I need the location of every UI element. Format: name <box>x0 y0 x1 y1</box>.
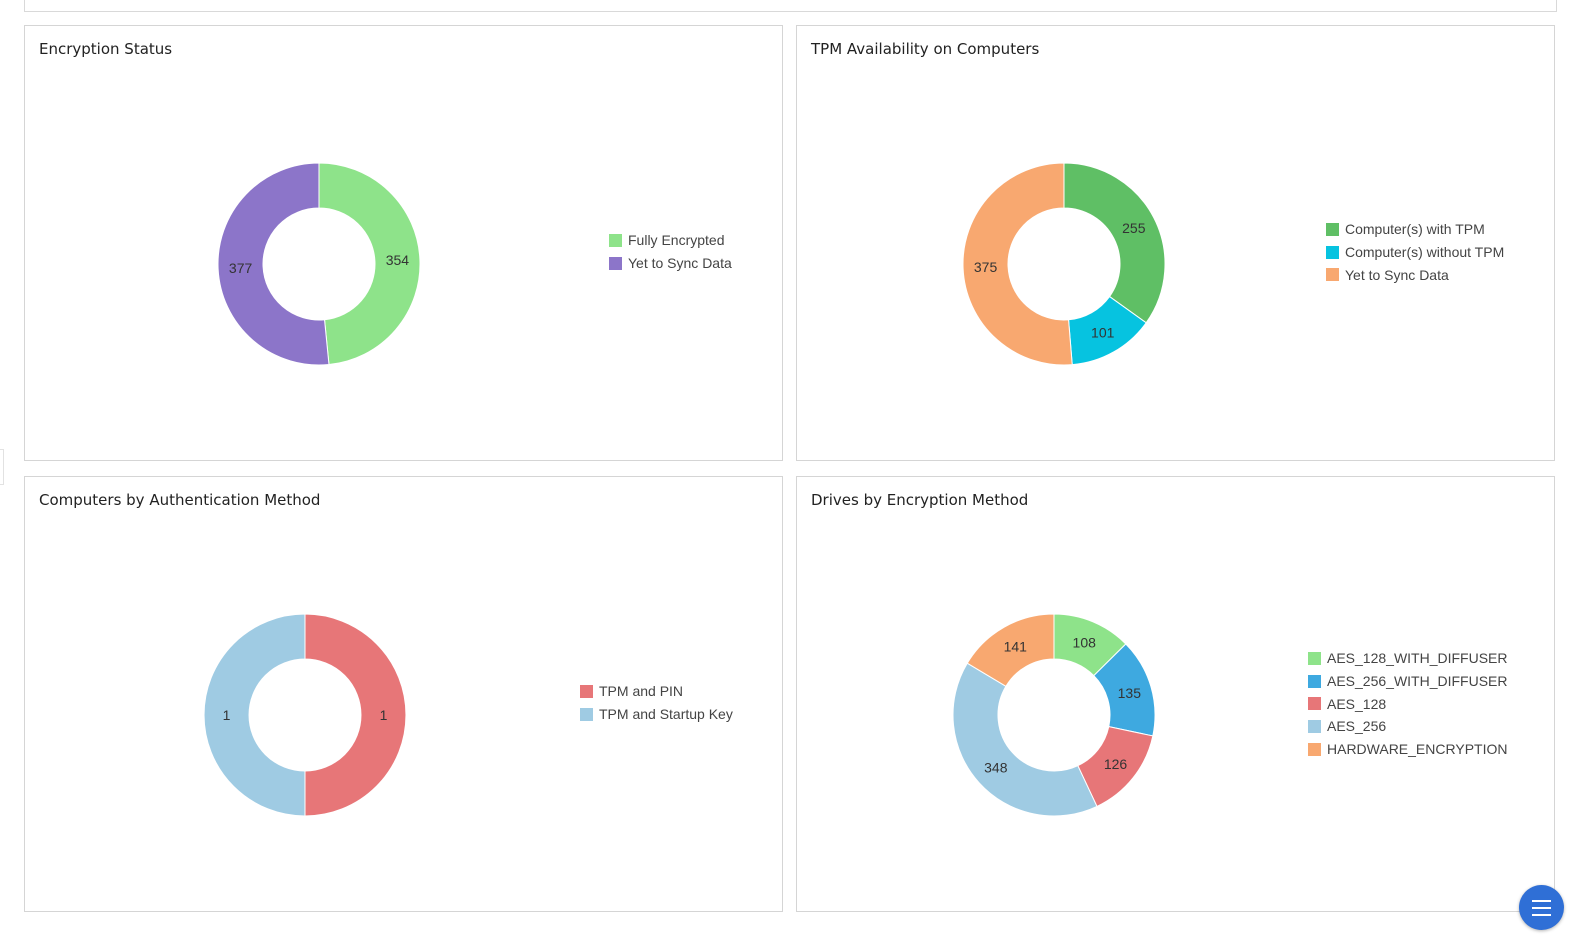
legend-swatch <box>1308 697 1321 711</box>
floating-menu-button[interactable] <box>1519 885 1564 930</box>
legend-item-tpm-and-startup-key[interactable]: TPM and Startup Key <box>580 703 733 726</box>
data-label-tpm-and-pin: 1 <box>380 707 388 723</box>
donut-chart: 354 377 <box>217 162 421 366</box>
legend-item-fully-encrypted[interactable]: Fully Encrypted <box>609 229 732 252</box>
panel-title: Drives by Encryption Method <box>811 491 1029 509</box>
data-label-yet-to-sync-data: 375 <box>974 259 998 275</box>
legend-item-tpm-and-pin[interactable]: TPM and PIN <box>580 680 733 703</box>
data-label-hardware-encryption: 141 <box>1004 639 1028 655</box>
legend-item-yet-to-sync-data[interactable]: Yet to Sync Data <box>609 252 732 275</box>
slice-yet-to-sync-data[interactable] <box>217 162 330 366</box>
data-label-aes-256: 348 <box>984 760 1008 776</box>
legend-swatch <box>1326 222 1339 236</box>
legend-item-computer-s-with-tpm[interactable]: Computer(s) with TPM <box>1326 218 1504 241</box>
data-label-aes-128: 126 <box>1104 756 1128 772</box>
top-panel-edge <box>24 0 1557 12</box>
chart-legend: Computer(s) with TPM Computer(s) without … <box>1326 218 1504 286</box>
data-label-tpm-and-startup-key: 1 <box>223 707 231 723</box>
slice-fully-encrypted[interactable] <box>318 162 421 366</box>
legend-label: Yet to Sync Data <box>628 255 732 272</box>
chart-legend: AES_128_WITH_DIFFUSER AES_256_WITH_DIFFUS… <box>1308 647 1508 760</box>
legend-swatch <box>1326 245 1339 259</box>
legend-swatch <box>580 707 593 721</box>
legend-swatch <box>1308 651 1321 665</box>
panel-title: Encryption Status <box>39 40 173 58</box>
legend-label: Fully Encrypted <box>628 232 725 249</box>
data-label-aes-256-with-diffuser: 135 <box>1118 685 1142 701</box>
legend-swatch <box>580 684 593 698</box>
legend-label: HARDWARE_ENCRYPTION <box>1327 741 1508 758</box>
slice-yet-to-sync-data[interactable] <box>962 162 1073 366</box>
legend-item-aes-128-with-diffuser[interactable]: AES_128_WITH_DIFFUSER <box>1308 647 1508 670</box>
legend-label: TPM and Startup Key <box>599 706 733 723</box>
donut-chart: 11 <box>203 613 407 817</box>
encryption-method-panel: Drives by Encryption Method 108 135 126 348… <box>796 476 1555 912</box>
legend-label: AES_256_WITH_DIFFUSER <box>1327 673 1508 690</box>
legend-item-aes-256[interactable]: AES_256 <box>1308 715 1508 738</box>
slice-tpm-and-pin[interactable] <box>304 613 407 817</box>
tpm-availability-panel: TPM Availability on Computers 255 101 375 … <box>796 25 1555 461</box>
slice-hardware-encryption[interactable] <box>966 613 1055 687</box>
legend-item-yet-to-sync-data[interactable]: Yet to Sync Data <box>1326 263 1504 286</box>
legend-swatch <box>609 233 622 247</box>
legend-label: Yet to Sync Data <box>1345 266 1449 283</box>
legend-swatch <box>1308 719 1321 733</box>
chart-legend: Fully Encrypted Yet to Sync Data <box>609 229 732 274</box>
legend-swatch <box>1326 268 1339 282</box>
legend-swatch <box>1308 674 1321 688</box>
legend-label: AES_256 <box>1327 718 1387 735</box>
legend-item-hardware-encryption[interactable]: HARDWARE_ENCRYPTION <box>1308 738 1508 761</box>
data-label-fully-encrypted: 354 <box>386 252 410 268</box>
encryption-status-panel: Encryption Status 354 377 Fully Encrypted… <box>24 25 783 461</box>
data-label-aes-128-with-diffuser: 108 <box>1073 635 1097 651</box>
legend-label: Computer(s) with TPM <box>1345 221 1485 238</box>
chart-legend: TPM and PIN TPM and Startup Key <box>580 680 733 725</box>
side-drawer-tab[interactable] <box>0 449 4 485</box>
donut-chart: 255 101 375 <box>962 162 1166 366</box>
data-label-yet-to-sync-data: 377 <box>229 260 253 276</box>
legend-item-computer-s-without-tpm[interactable]: Computer(s) without TPM <box>1326 241 1504 264</box>
slice-aes-256[interactable] <box>952 662 1098 817</box>
slice-computer-s-with-tpm[interactable] <box>1063 162 1166 324</box>
legend-swatch <box>1308 742 1321 756</box>
legend-label: TPM and PIN <box>599 683 684 700</box>
slice-tpm-and-startup-key[interactable] <box>203 613 306 817</box>
legend-label: AES_128_WITH_DIFFUSER <box>1327 650 1508 667</box>
legend-item-aes-128[interactable]: AES_128 <box>1308 692 1508 715</box>
panel-title: TPM Availability on Computers <box>811 40 1040 58</box>
data-label-computer-s-without-tpm: 101 <box>1091 324 1115 340</box>
legend-item-aes-256-with-diffuser[interactable]: AES_256_WITH_DIFFUSER <box>1308 670 1508 693</box>
legend-label: Computer(s) without TPM <box>1345 244 1505 261</box>
data-label-computer-s-with-tpm: 255 <box>1122 220 1146 236</box>
legend-label: AES_128 <box>1327 695 1387 712</box>
panel-title: Computers by Authentication Method <box>39 491 321 509</box>
donut-chart: 108 135 126 348 141 <box>952 613 1156 817</box>
legend-swatch <box>609 256 622 270</box>
